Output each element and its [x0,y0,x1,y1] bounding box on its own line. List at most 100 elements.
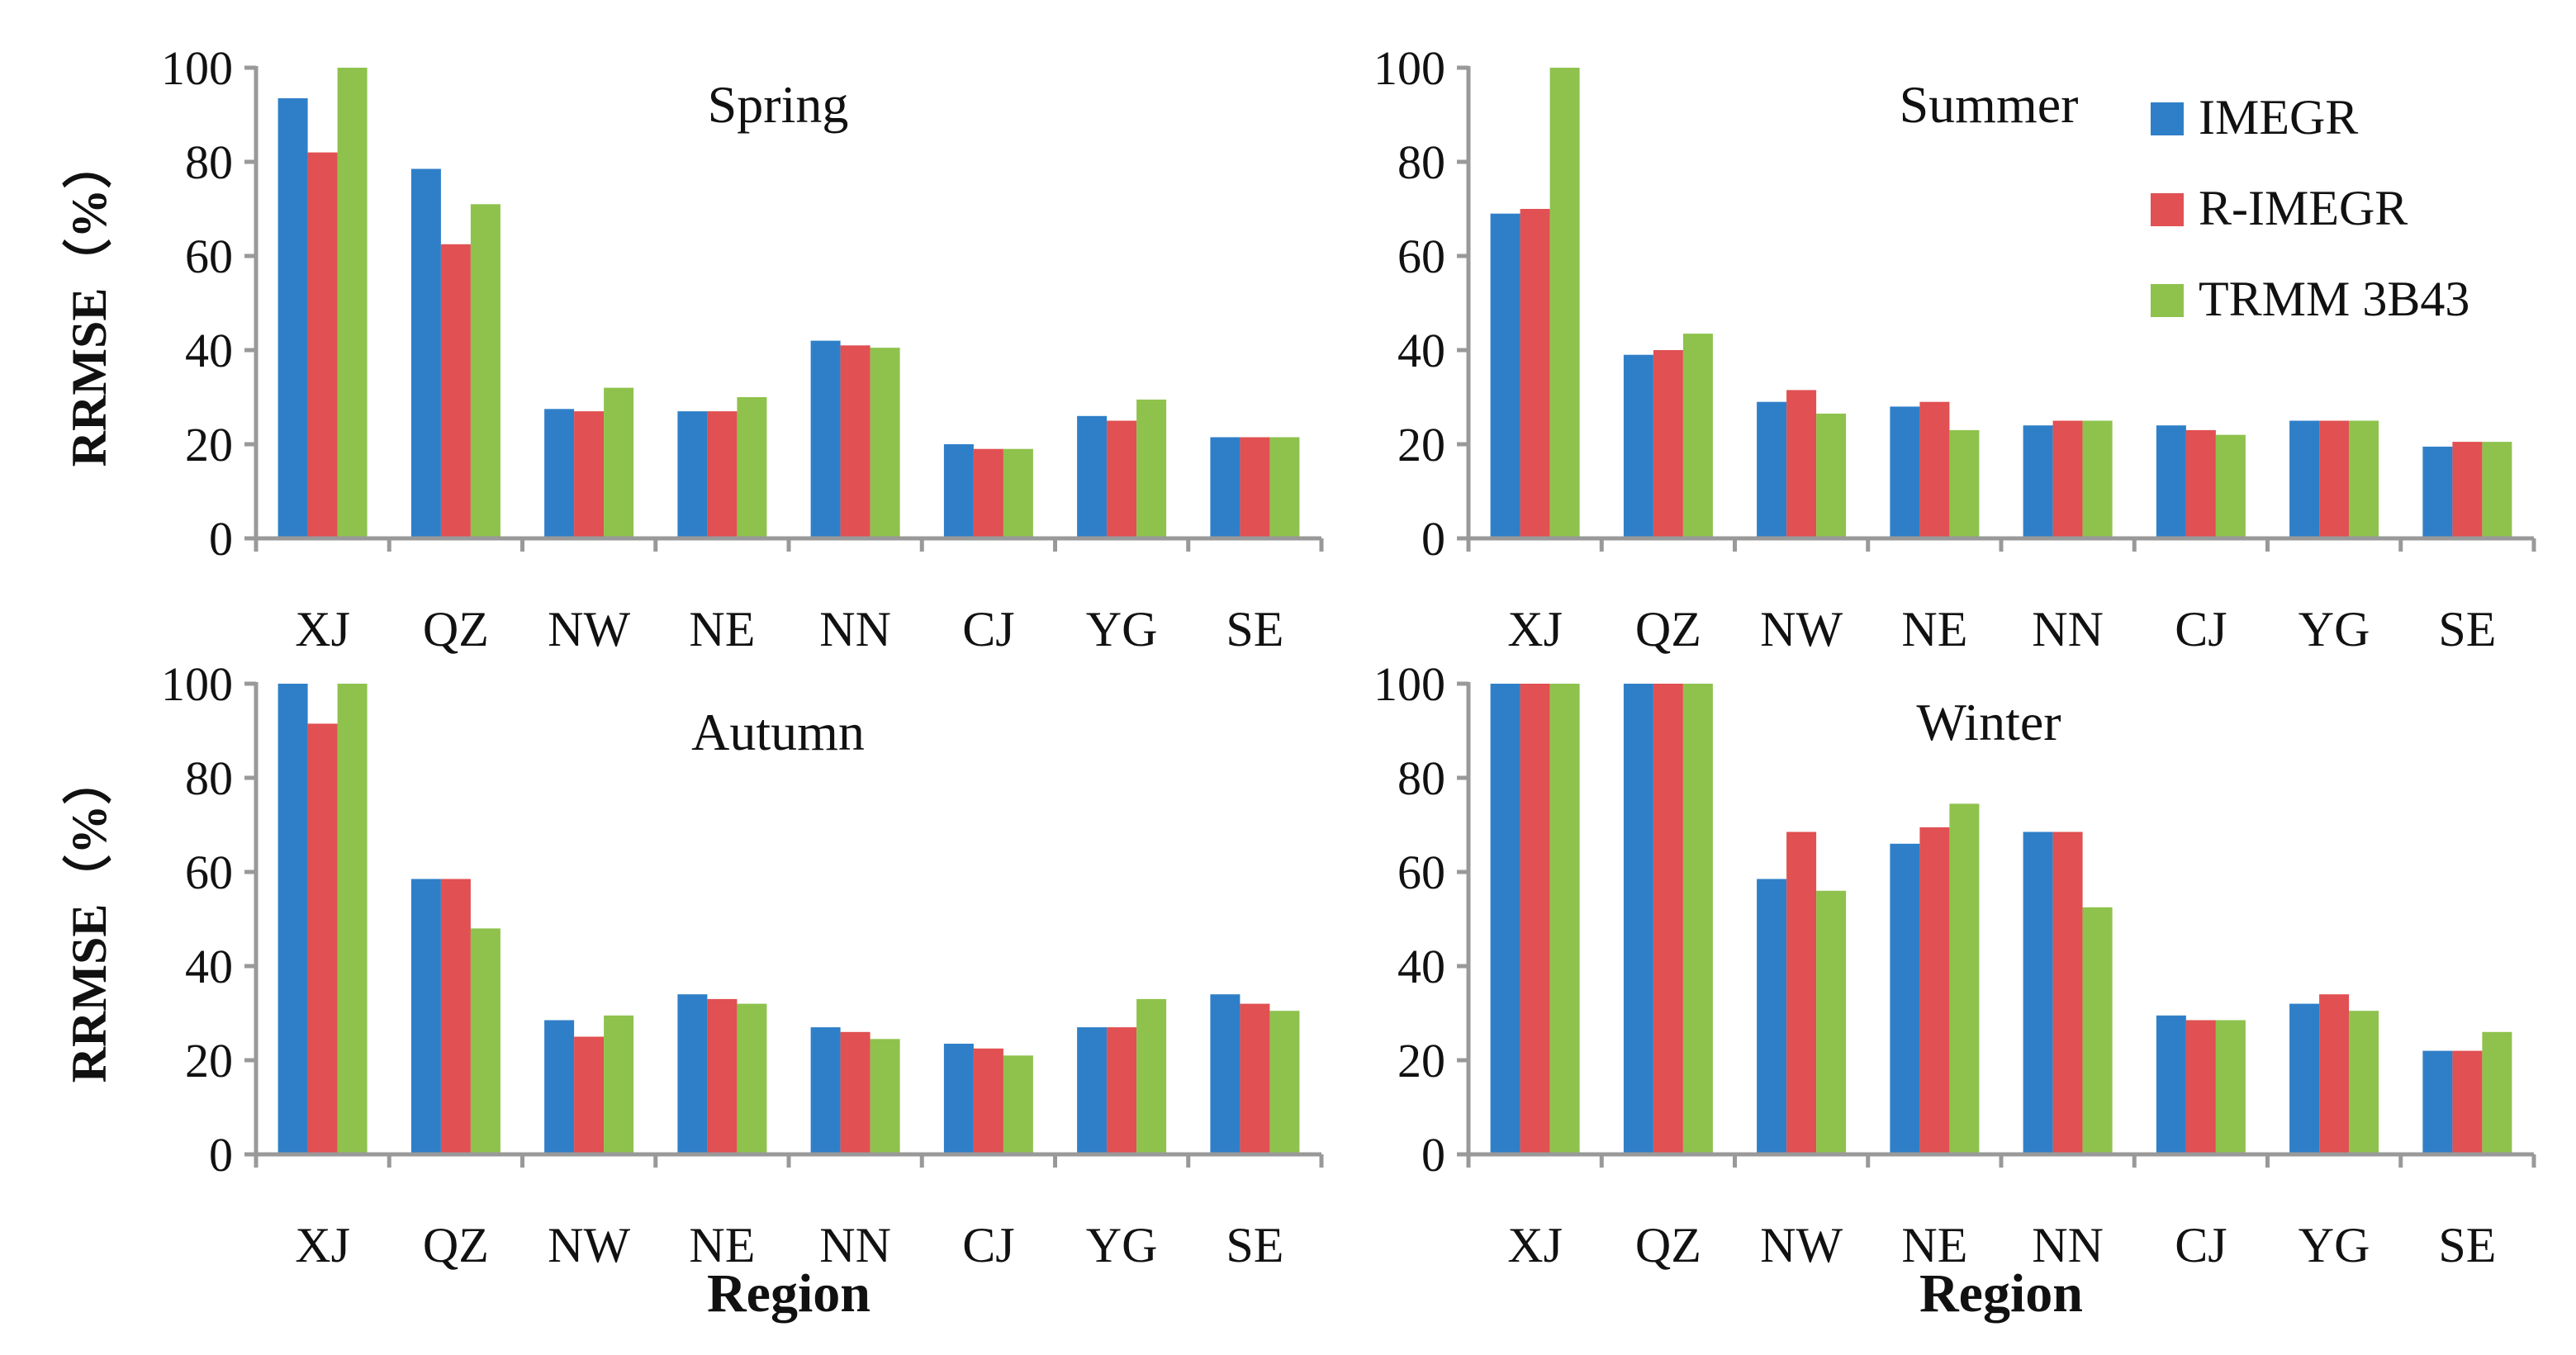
y-tick-label: 80 [1397,135,1445,189]
chart-panel-summer: 0 20 40 60 80 100 XJ QZ NW NE NN CJ YG SE Summer [1373,41,2536,656]
bar-r-imegr-qz [440,879,471,1154]
bar-r-imegr-ne [1919,401,1950,538]
bar-imegr-yg [1077,415,1108,538]
bar-r-imegr-cj [973,1048,1003,1155]
bar-imegr-ne [677,411,708,538]
legend-label: IMEGR [2199,90,2358,145]
bar-imegr-se [1210,994,1241,1154]
bar-r-imegr-nn [2052,831,2083,1154]
x-tick-label-nw: NW [1760,1218,1843,1272]
panel-title: Summer [1900,75,2079,134]
y-tick-label: 0 [1421,512,1445,566]
bar-r-imegr-nn [840,1031,871,1154]
x-tick-label-nn: NN [819,602,891,656]
bar-imegr-qz [410,168,441,538]
bar-r-imegr-se [1240,1003,1270,1154]
bar-imegr-cj [943,1044,974,1154]
bar-trmm-3b43-qz [1682,334,1713,538]
bar-r-imegr-qz [1653,350,1683,538]
y-tick-label: 100 [161,41,233,95]
bar-trmm-3b43-qz [470,204,500,539]
bar-trmm-3b43-xj [1549,684,1580,1154]
y-tick-label: 20 [1397,418,1445,471]
bar-r-imegr-cj [2185,1020,2216,1154]
bar-trmm-3b43-cj [1003,1055,1033,1154]
bar-imegr-se [2422,1050,2453,1154]
bar-imegr-xj [278,684,308,1154]
x-tick-label-xj: XJ [295,602,350,656]
y-tick-label: 80 [1397,751,1445,805]
x-tick-label-xj: XJ [295,1218,350,1272]
x-tick-label-qz: QZ [423,1218,489,1272]
y-tick-label: 20 [185,1034,233,1087]
legend-label: TRMM 3B43 [2199,272,2469,326]
legend: IMEGR R-IMEGR TRMM 3B43 [2151,90,2469,326]
y-tick-label: 0 [209,1128,233,1182]
y-tick-label: 40 [185,324,233,377]
chart-panel-spring: 0 20 40 60 80 100 XJ QZ NW NE NN CJ YG SE Spring RRMSE（… [61,41,1324,656]
bar-imegr-nw [544,409,575,539]
x-tick-label-cj: CJ [2175,602,2227,656]
x-tick-label-ne: NE [689,1218,755,1272]
bar-trmm-3b43-nw [604,387,634,538]
bar-imegr-nw [1757,401,1787,538]
bar-r-imegr-cj [2185,429,2216,538]
y-tick-label: 60 [185,230,233,283]
legend-swatch-trmm-3b43 [2151,284,2184,317]
bar-trmm-3b43-nn [2082,420,2113,538]
bar-r-imegr-nw [1786,390,1817,538]
x-tick-label-se: SE [1226,602,1283,656]
y-tick-label: 60 [1397,846,1445,899]
bar-imegr-cj [2156,425,2186,538]
x-tick-label-nn: NN [2032,1218,2104,1272]
x-tick-label-cj: CJ [962,1218,1014,1272]
bar-trmm-3b43-xj [337,68,368,538]
y-tick-label: 100 [161,657,233,711]
bar-trmm-3b43-ne [737,397,767,538]
panel-title: Spring [708,75,849,134]
x-tick-label-qz: QZ [1635,602,1701,656]
bar-imegr-ne [677,994,708,1154]
y-tick-label: 60 [185,846,233,899]
bar-r-imegr-xj [1520,209,1550,538]
bar-trmm-3b43-nn [870,1039,900,1154]
bar-trmm-3b43-se [2482,1031,2512,1154]
y-tick-label: 20 [1397,1034,1445,1087]
panel-title: Winter [1916,693,2061,751]
bar-imegr-nn [2023,831,2053,1154]
x-tick-label-qz: QZ [1635,1218,1701,1272]
chart-panel-autumn: 0 20 40 60 80 100 XJ QZ NW NE NN CJ YG SE Autumn RRMSE（… [61,657,1324,1324]
bar-trmm-3b43-nn [2082,907,2113,1155]
legend-swatch-imegr [2151,102,2184,135]
bar-trmm-3b43-qz [470,928,500,1154]
bar-r-imegr-nw [574,411,605,538]
bar-trmm-3b43-nn [870,348,900,538]
bar-r-imegr-se [1240,437,1270,538]
x-tick-label-nw: NW [1760,602,1843,656]
bar-imegr-yg [2289,420,2320,538]
y-tick-label: 100 [1373,657,1445,711]
bar-r-imegr-nw [1786,831,1817,1154]
bar-r-imegr-ne [707,411,738,538]
bar-imegr-cj [2156,1015,2186,1154]
bar-imegr-nn [810,340,841,538]
bar-trmm-3b43-se [1269,437,1300,538]
bar-trmm-3b43-se [1269,1011,1300,1154]
x-tick-label-se: SE [2438,602,2496,656]
bar-imegr-ne [1890,406,1920,538]
bar-trmm-3b43-ne [737,1003,767,1154]
bar-imegr-nw [1757,879,1787,1154]
bar-r-imegr-xj [307,152,338,538]
x-tick-label-cj: CJ [962,602,1014,656]
x-tick-label-cj: CJ [2175,1218,2227,1272]
bar-r-imegr-se [2452,1050,2483,1154]
bar-imegr-qz [1623,684,1653,1154]
bar-r-imegr-nw [574,1036,605,1154]
bar-r-imegr-qz [1653,684,1683,1154]
y-tick-label: 40 [185,940,233,993]
bar-trmm-3b43-ne [1949,803,1980,1154]
y-tick-label: 80 [185,751,233,805]
bar-r-imegr-ne [707,998,738,1154]
